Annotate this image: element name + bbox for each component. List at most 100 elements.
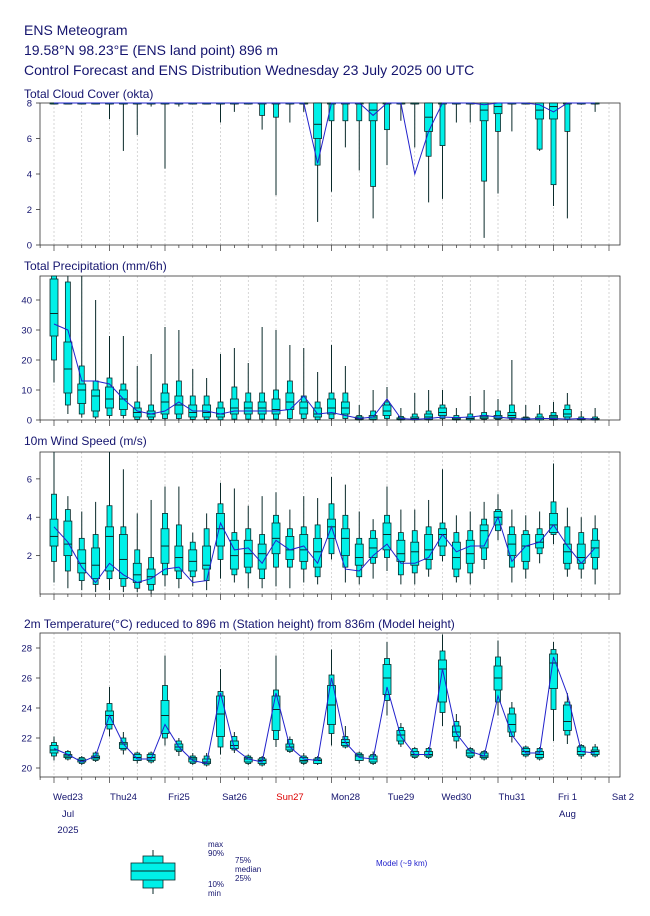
ensemble-box <box>382 486 392 571</box>
box-p25-p75 <box>271 695 281 731</box>
box-p25-p75 <box>327 398 336 415</box>
forecast-run-line: Control Forecast and ENS Distribution We… <box>24 62 475 78</box>
ensemble-box <box>91 300 101 420</box>
box-p25-p75 <box>105 386 114 409</box>
ensemble-box <box>146 354 156 420</box>
ensemble-box <box>410 747 420 759</box>
box-p10-p90 <box>508 404 515 420</box>
box-p25-p75 <box>590 539 600 558</box>
box-p25-p75 <box>63 341 73 394</box>
legend-model: Model (~9 km) <box>376 859 428 868</box>
ensemble-box <box>229 102 239 112</box>
panel-frame <box>39 451 621 595</box>
day-label: Mon28 <box>331 792 360 803</box>
y-tick-label: 24 <box>21 704 32 715</box>
ensemble-box <box>91 501 101 593</box>
control-forecast-line <box>53 323 596 420</box>
box-p25-p75 <box>285 536 295 560</box>
ensemble-box <box>562 393 572 420</box>
ensemble-box <box>562 507 572 577</box>
ensemble-box <box>451 408 461 421</box>
day-label: Wed23 <box>53 792 83 803</box>
ensemble-box <box>424 390 434 421</box>
year-label: 2025 <box>57 825 78 836</box>
y-tick-label: 28 <box>21 644 32 655</box>
ensemble-box <box>410 509 420 585</box>
panel-cloud: Total Cloud Cover (okta) 0 2 4 6 8 <box>24 87 621 252</box>
box-p25-p75 <box>216 695 225 737</box>
box-p10-p90 <box>564 102 571 132</box>
box-p25-p75 <box>216 407 225 418</box>
ensemble-box <box>118 336 128 419</box>
ensemble-box <box>146 102 156 107</box>
ensemble-box <box>257 496 267 589</box>
box-p25-p75 <box>160 700 170 734</box>
box-p25-p75 <box>313 407 323 418</box>
ensemble-box <box>382 387 392 420</box>
ensemble-box <box>410 102 420 148</box>
box-p25-p75 <box>105 710 114 725</box>
day-label: Wed30 <box>442 792 472 803</box>
ensemble-box <box>590 744 600 758</box>
box-p25-p75 <box>562 409 572 418</box>
box-p25-p75 <box>354 543 364 566</box>
panel-precip: Total Precipitation (mm/6h) 0 10 20 30 40 <box>21 259 621 427</box>
ensemble-box <box>299 348 309 420</box>
ensemble-box <box>354 102 364 171</box>
legend-p90: 90% <box>208 849 224 858</box>
ensemble-box <box>576 517 586 579</box>
day-label: Tue29 <box>388 792 415 803</box>
ensemble-box <box>327 476 336 560</box>
ensemble-box <box>368 102 378 219</box>
ensemble-box <box>243 505 253 589</box>
box-p25-p75 <box>299 534 309 562</box>
ensemble-box <box>49 452 59 583</box>
box-p25-p75 <box>91 547 101 580</box>
day-label: Thu31 <box>499 792 526 803</box>
ensemble-box <box>549 463 558 545</box>
box-p25-p75 <box>327 518 336 539</box>
panel-frame <box>39 632 621 778</box>
ensemble-box <box>521 515 531 579</box>
box-p25-p75 <box>562 704 572 731</box>
ensemble-box <box>271 492 281 587</box>
ensemble-box <box>493 102 503 194</box>
box-p25-p75 <box>340 528 350 557</box>
ensemble-box <box>118 102 128 151</box>
box-p25-p75 <box>521 534 531 562</box>
box-p25-p75 <box>132 562 142 583</box>
ensemble-box <box>285 102 295 123</box>
box-p25-p75 <box>382 664 392 695</box>
location-line: 19.58°N 98.23°E (ENS land point) 896 m <box>24 42 279 58</box>
ensemble-box <box>257 327 267 420</box>
ensemble-box <box>77 511 87 591</box>
box-p25-p75 <box>49 518 59 547</box>
box-p25-p75 <box>174 545 184 572</box>
ensemble-box <box>105 687 114 737</box>
box-p25-p75 <box>188 549 198 572</box>
box-p25-p75 <box>438 528 447 547</box>
y-tick-label: 0 <box>27 416 32 427</box>
box-p25-p75 <box>49 278 59 337</box>
box-p25-p75 <box>382 404 392 416</box>
ensemble-box <box>465 511 475 585</box>
panel-wind: 10m Wind Speed (m/s) 2 4 6 <box>24 434 621 600</box>
box-p25-p75 <box>562 543 572 564</box>
box-p10-p90 <box>439 102 446 146</box>
ensemble-box <box>229 348 239 420</box>
box-p25-p75 <box>549 653 558 689</box>
ensemble-box <box>299 496 309 583</box>
ensemble-box <box>438 390 447 420</box>
ensemble-box <box>590 515 600 585</box>
day-label: Fri25 <box>168 792 190 803</box>
ensemble-box <box>188 532 198 587</box>
ensemble-box <box>63 750 73 761</box>
box-p25-p75 <box>410 541 420 566</box>
ensemble-box <box>382 102 392 166</box>
ensemble-box <box>535 511 545 564</box>
ensemble-box <box>590 408 600 421</box>
ensemble-box <box>438 469 447 562</box>
panel-title: 2m Temperature(°C) reduced to 896 m (Sta… <box>24 617 455 631</box>
